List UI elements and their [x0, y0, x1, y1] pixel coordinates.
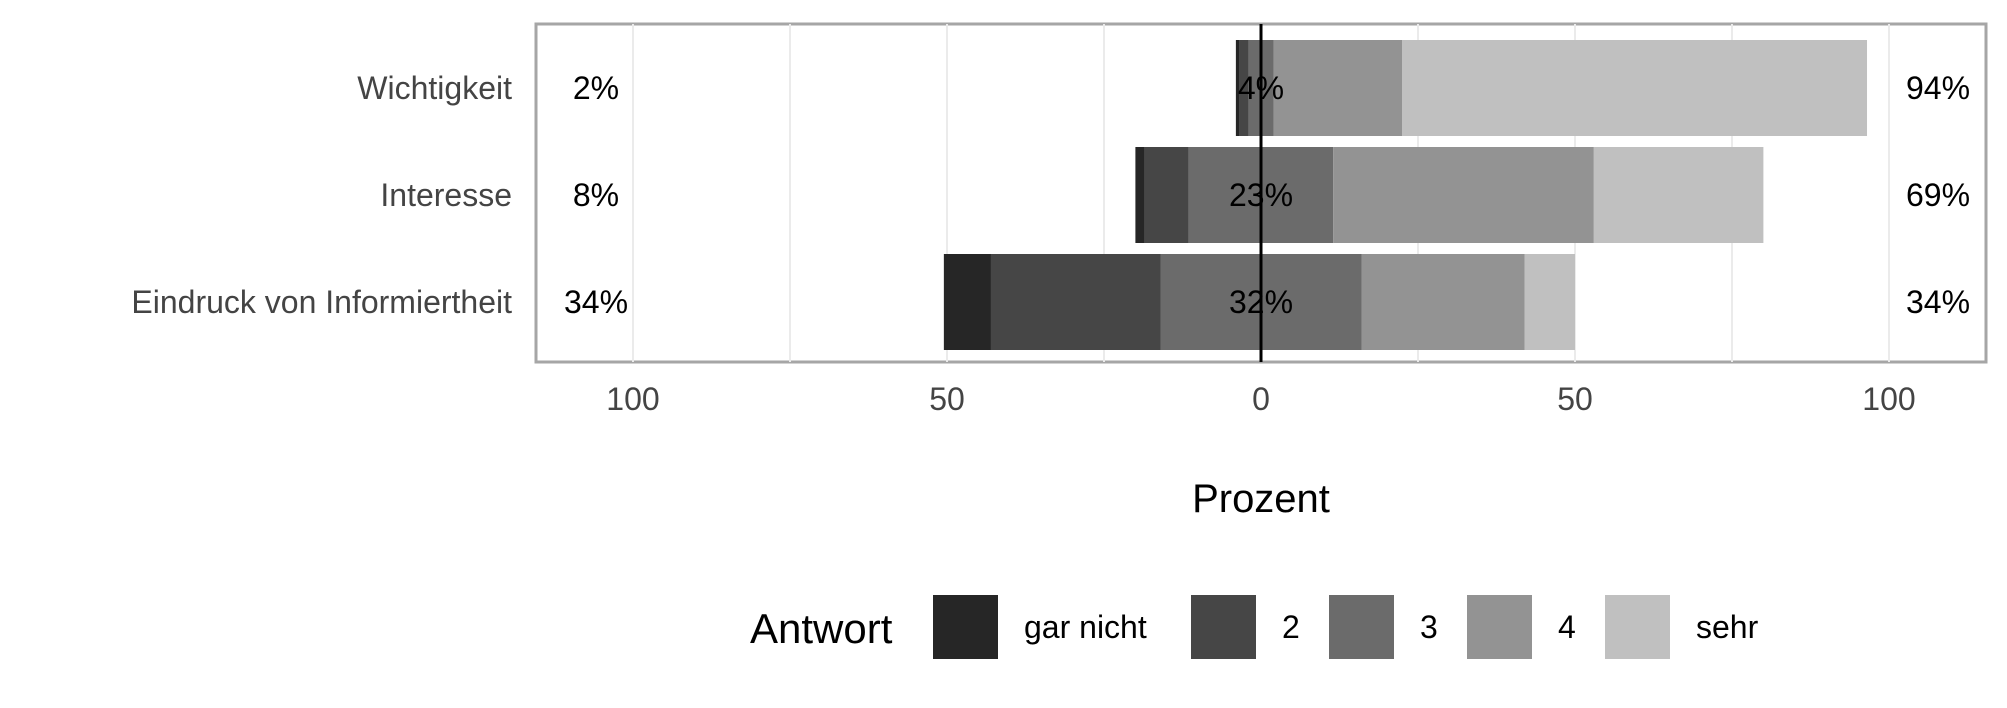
bar-segment — [1333, 147, 1594, 243]
bar-segment — [1135, 147, 1145, 243]
x-tick-label: 50 — [1557, 381, 1593, 417]
x-ticks: 100 50 0 50 100 — [606, 381, 1915, 417]
bar-segment — [943, 254, 991, 350]
x-tick-label: 100 — [1862, 381, 1915, 417]
legend-title: Antwort — [750, 605, 893, 652]
bars — [943, 40, 1868, 350]
bar-segment — [1524, 254, 1575, 350]
legend-swatch — [1189, 593, 1258, 661]
legend-label: sehr — [1696, 609, 1759, 645]
right-percent-label: 34% — [1906, 284, 1970, 320]
bar-segment — [990, 254, 1161, 350]
category-label: Interesse — [380, 177, 512, 213]
legend: Antwort gar nicht 2 3 4 sehr — [750, 593, 1759, 661]
bar-segment — [1144, 147, 1189, 243]
bar-segment — [1235, 40, 1240, 136]
x-axis-title: Prozent — [1192, 477, 1330, 521]
right-percent-label: 69% — [1906, 177, 1970, 213]
legend-label: 3 — [1420, 609, 1438, 645]
x-tick-label: 50 — [929, 381, 965, 417]
x-tick-label: 100 — [606, 381, 659, 417]
bar-segment — [1402, 40, 1868, 136]
legend-swatch — [1603, 593, 1672, 661]
center-percent-label: 32% — [1229, 284, 1293, 320]
legend-swatch — [931, 593, 1000, 661]
center-percent-label: 4% — [1238, 70, 1284, 106]
category-label: Wichtigkeit — [357, 70, 512, 106]
category-label: Eindruck von Informiertheit — [131, 284, 512, 320]
legend-label: 2 — [1282, 609, 1300, 645]
legend-swatch — [1465, 593, 1534, 661]
bar-segment — [1273, 40, 1403, 136]
bar-segment — [1593, 147, 1764, 243]
bar-segment — [1239, 40, 1249, 136]
x-tick-label: 0 — [1252, 381, 1270, 417]
center-percent-label: 23% — [1229, 177, 1293, 213]
labels: Wichtigkeit 2% 4% 94% Interesse 8% 23% 69% Eindr… — [131, 70, 1970, 320]
legend-label: gar nicht — [1024, 609, 1147, 645]
bar-segment — [1361, 254, 1525, 350]
left-percent-label: 34% — [564, 284, 628, 320]
legend-swatch — [1327, 593, 1396, 661]
left-percent-label: 2% — [573, 70, 619, 106]
right-percent-label: 94% — [1906, 70, 1970, 106]
left-percent-label: 8% — [573, 177, 619, 213]
legend-label: 4 — [1558, 609, 1576, 645]
